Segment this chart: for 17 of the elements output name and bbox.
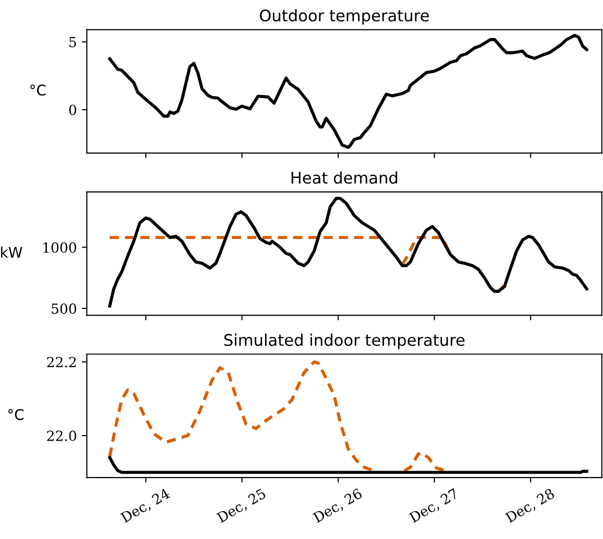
y-tick-label: 22.2	[47, 356, 76, 368]
y-axis-title: °C	[30, 84, 46, 96]
y-axis-title: °C	[8, 409, 24, 420]
y-tick-label: 22.0	[47, 430, 76, 442]
y-tick-label: 5	[69, 37, 76, 48]
chart-title: Simulated indoor temperature	[224, 334, 464, 350]
chart-title: Outdoor temperature	[260, 9, 429, 25]
x-tick-label: Dec, 24	[120, 488, 172, 524]
y-axis-title: kW	[1, 246, 22, 258]
x-tick-label: Dec, 27	[408, 488, 460, 524]
y-tick-label: 0	[69, 104, 76, 116]
chart-title: Heat demand	[292, 171, 398, 184]
x-tick-label: Dec, 26	[312, 488, 364, 524]
y-tick-label: 1000	[43, 242, 76, 253]
x-tick-label: Dec, 25	[216, 488, 268, 524]
y-tick-label: 500	[52, 303, 76, 314]
x-tick-label: Dec, 28	[504, 488, 556, 524]
